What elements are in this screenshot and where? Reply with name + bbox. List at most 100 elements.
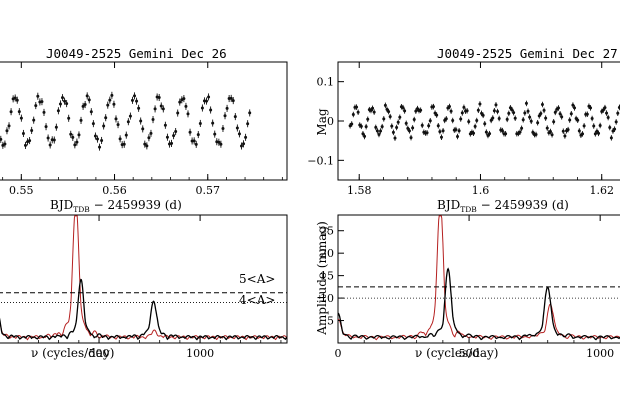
dec27-point bbox=[609, 136, 613, 140]
dec27-point bbox=[460, 111, 464, 115]
dec27-xlabel-sub: TDB bbox=[460, 205, 477, 214]
dec27-point bbox=[449, 109, 453, 113]
dec27-point bbox=[576, 118, 580, 122]
dec27-point bbox=[391, 130, 395, 134]
dec26-pg-frame bbox=[0, 214, 288, 344]
dec26-point bbox=[56, 109, 60, 113]
dec27-point bbox=[534, 133, 538, 137]
dec27-point bbox=[472, 131, 476, 135]
dec26-point bbox=[205, 99, 209, 103]
dec27-xtick-label: 1.62 bbox=[589, 184, 614, 197]
dec27-point bbox=[577, 129, 581, 133]
dec26-point bbox=[163, 123, 167, 127]
dec27-point bbox=[375, 129, 379, 133]
dec27-point bbox=[374, 125, 378, 129]
dec27-point bbox=[553, 110, 557, 114]
dec26-point bbox=[133, 94, 137, 98]
dec27-point bbox=[371, 106, 375, 110]
dec27-point bbox=[489, 118, 493, 122]
dec27-point bbox=[447, 105, 451, 109]
dec26-point bbox=[77, 133, 81, 137]
dec26-point bbox=[118, 137, 122, 141]
dec27-point bbox=[552, 120, 556, 124]
dec26-point bbox=[182, 97, 186, 101]
dec26-point bbox=[147, 136, 151, 140]
dec26-point bbox=[223, 114, 227, 118]
dec27-point bbox=[617, 105, 620, 109]
dec27-point bbox=[438, 130, 442, 134]
dec26-point bbox=[63, 99, 67, 103]
dec26-pg-lines bbox=[0, 215, 288, 341]
dec27-point bbox=[363, 134, 367, 138]
dec27-point bbox=[361, 132, 365, 136]
dec26-point bbox=[246, 122, 250, 126]
dec26-point bbox=[32, 118, 36, 122]
dec27-point bbox=[544, 116, 548, 120]
dec27-point bbox=[526, 109, 530, 113]
dec26-point bbox=[46, 136, 50, 140]
dec27-point bbox=[558, 112, 562, 116]
dec27-point bbox=[398, 115, 402, 119]
dec27-point bbox=[359, 124, 363, 128]
dec27-point bbox=[475, 119, 479, 123]
dec26-point bbox=[196, 133, 200, 137]
dec27-point bbox=[561, 129, 565, 133]
dec26-periodogram: 500 1000 bbox=[0, 214, 288, 360]
dec26-point bbox=[159, 104, 163, 108]
dec27-point bbox=[497, 116, 501, 120]
dec26-point bbox=[93, 134, 97, 138]
dec27-point bbox=[601, 108, 605, 112]
dec27-point bbox=[542, 108, 546, 112]
dec26-point bbox=[233, 115, 237, 119]
dec27-point bbox=[382, 117, 386, 121]
dec26-xtick-label: 0.56 bbox=[102, 184, 127, 197]
dec27-point bbox=[419, 108, 423, 112]
dec26-point bbox=[87, 98, 91, 102]
dec26-point bbox=[34, 104, 38, 108]
dec27-point bbox=[454, 128, 458, 132]
dec26-5A-label: 5<A> bbox=[239, 272, 275, 286]
dec27-point bbox=[593, 132, 597, 136]
dec26-point bbox=[184, 104, 188, 108]
dec27-point bbox=[540, 102, 544, 106]
dec26-point bbox=[149, 131, 153, 135]
dec27-point bbox=[573, 106, 577, 110]
dec26-point bbox=[221, 127, 225, 131]
dec26-point bbox=[114, 117, 118, 121]
dec26-point bbox=[231, 99, 235, 103]
dec27-point bbox=[457, 129, 461, 133]
dec26-point bbox=[207, 95, 211, 99]
dec27-pg-xtick-label: 500 bbox=[459, 347, 480, 360]
dec26-point bbox=[13, 96, 17, 100]
dec26-point bbox=[198, 121, 202, 125]
dec27-point bbox=[592, 124, 596, 128]
dec27-point bbox=[411, 126, 415, 130]
dec26-point bbox=[172, 134, 176, 138]
dec26-point bbox=[58, 102, 62, 106]
dec26-point bbox=[213, 132, 217, 136]
dec26-point bbox=[83, 103, 87, 107]
dec26-pg-xtick-label: 500 bbox=[89, 347, 110, 360]
dec27-point bbox=[427, 124, 431, 128]
dec27-pg-xtick-label: 1000 bbox=[586, 347, 614, 360]
dec27-point bbox=[476, 108, 480, 112]
dec27-point bbox=[428, 119, 432, 123]
dec26-point bbox=[217, 140, 221, 144]
dec26-pg-xtick-label: 1000 bbox=[186, 347, 214, 360]
dec26-point bbox=[106, 103, 110, 107]
dec26-point bbox=[124, 133, 128, 137]
dec27-point bbox=[355, 105, 359, 109]
dec26-point bbox=[200, 106, 204, 110]
dec27-point bbox=[523, 111, 527, 115]
dec27-point bbox=[613, 127, 617, 131]
dec27-title: J0049-2525 Gemini Dec 27 bbox=[437, 46, 618, 61]
dec26-point bbox=[229, 96, 233, 100]
dec26-point bbox=[137, 106, 141, 110]
dec27-point bbox=[500, 129, 504, 133]
dec27-point bbox=[560, 115, 564, 119]
dec27-ytick-label: 0 bbox=[327, 115, 334, 128]
dec26-ticks: 0.55 0.56 0.57 bbox=[2, 62, 283, 197]
dec26-point bbox=[79, 118, 83, 122]
dec26-point bbox=[28, 139, 32, 143]
